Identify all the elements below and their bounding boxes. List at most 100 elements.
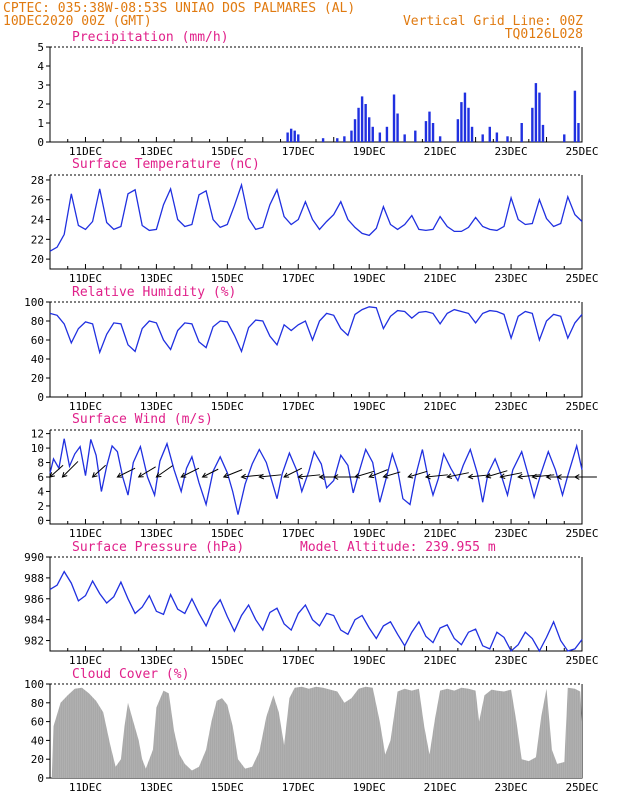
precip-bar xyxy=(392,94,396,142)
rh-ytick-label: 60 xyxy=(31,334,44,347)
precip-bar xyxy=(488,126,491,142)
rh-line xyxy=(49,306,583,355)
precip-bar xyxy=(481,134,484,142)
rh-xtick-label: 19DEC xyxy=(353,400,386,413)
precip-bar xyxy=(403,134,406,142)
temp-xtick-label: 25DEC xyxy=(565,272,598,285)
temp-xtick-label: 15DEC xyxy=(211,272,244,285)
wind-vector xyxy=(354,470,375,478)
wind-vector-head xyxy=(240,473,247,480)
cloud-ytick-label: 60 xyxy=(31,716,44,729)
temp-ytick-label: 22 xyxy=(31,233,44,246)
wind-vector-head xyxy=(368,472,375,479)
rh-xtick-label: 11DEC xyxy=(69,400,102,413)
wind-title: Surface Wind (m/s) xyxy=(72,412,213,427)
wind-vector xyxy=(49,464,64,478)
wind-xtick-label: 17DEC xyxy=(282,527,315,540)
cloud-xtick-label: 21DEC xyxy=(424,781,457,794)
precip-ytick-label: 3 xyxy=(37,79,44,92)
precip-bar xyxy=(428,111,431,142)
precip-bar xyxy=(360,96,364,142)
wind-vector-head xyxy=(573,474,580,480)
wind-vector xyxy=(486,470,508,478)
model-id: TQ0126L028 xyxy=(505,27,583,42)
wind-vector-head xyxy=(318,474,325,480)
vertical-grid-note: Vertical Grid Line: 00Z xyxy=(403,14,583,29)
pressure-xtick-label: 11DEC xyxy=(69,654,102,667)
cloud-ytick-label: 100 xyxy=(24,678,44,691)
model-altitude: Model Altitude: 239.955 m xyxy=(300,540,496,555)
wind-vector xyxy=(447,472,469,478)
wind-vector-head xyxy=(499,473,506,479)
wind-vector-head xyxy=(297,473,304,480)
precip-bar xyxy=(357,107,360,142)
rh-xtick-label: 23DEC xyxy=(495,400,528,413)
wind-vector-head xyxy=(545,474,552,480)
cloud-xtick-label: 13DEC xyxy=(140,781,173,794)
precip-bar xyxy=(541,124,545,142)
wind-vector-head xyxy=(258,473,265,480)
rh-xtick-label: 17DEC xyxy=(282,400,315,413)
wind-vector-head xyxy=(424,473,431,480)
precip-bar xyxy=(506,136,509,142)
temp-title: Surface Temperature (nC) xyxy=(72,157,260,172)
wind-xtick-label: 13DEC xyxy=(140,527,173,540)
rh-frame xyxy=(49,302,583,398)
precip-xtick-label: 23DEC xyxy=(495,145,528,158)
wind-vector-head xyxy=(201,472,208,478)
precip-xtick-label: 19DEC xyxy=(353,145,386,158)
wind-vector-head xyxy=(116,472,123,478)
wind-vector-head xyxy=(137,472,144,478)
precip-bar xyxy=(431,123,435,142)
wind-ytick-label: 8 xyxy=(37,457,44,470)
wind-vector xyxy=(259,474,282,478)
wind-vector xyxy=(181,467,200,478)
precip-bar xyxy=(495,132,499,142)
precip-bar xyxy=(350,130,353,142)
precip-title: Precipitation (mm/h) xyxy=(72,30,229,45)
rh-ytick-label: 0 xyxy=(37,391,44,404)
precip-ytick-label: 0 xyxy=(37,136,44,149)
wind-vector xyxy=(223,469,243,478)
precip-ytick-label: 1 xyxy=(37,117,44,130)
rh-ytick-label: 100 xyxy=(24,296,44,309)
cloud-xtick-label: 17DEC xyxy=(282,781,315,794)
wind-vector-head xyxy=(407,473,414,479)
precip-bar xyxy=(353,119,357,142)
precip-xtick-label: 13DEC xyxy=(140,145,173,158)
precip-bar xyxy=(573,90,577,142)
cloud-ytick-label: 80 xyxy=(31,697,44,710)
station-header: CPTEC: 035:38W-08:53S UNIAO DOS PALMARES… xyxy=(3,1,355,16)
precip-xtick-label: 25DEC xyxy=(565,145,598,158)
precip-bar xyxy=(538,92,541,142)
cloud-area xyxy=(50,686,582,778)
wind-vector xyxy=(202,468,219,478)
precip-bar xyxy=(336,138,339,142)
wind-ytick-label: 0 xyxy=(37,514,44,527)
temp-ytick-label: 20 xyxy=(31,253,44,266)
cloud-ytick-label: 20 xyxy=(31,753,44,766)
pressure-ytick-label: 984 xyxy=(24,614,44,627)
pressure-frame xyxy=(49,557,583,652)
rh-title: Relative Humidity (%) xyxy=(72,285,236,300)
temp-frame xyxy=(49,175,583,270)
temp-ytick-label: 28 xyxy=(31,174,44,187)
precip-bar xyxy=(463,92,467,142)
wind-ytick-label: 2 xyxy=(37,500,44,513)
pressure-ytick-label: 986 xyxy=(24,593,44,606)
pressure-xtick-label: 13DEC xyxy=(140,654,173,667)
precip-bar xyxy=(534,83,538,142)
wind-ytick-label: 10 xyxy=(31,442,44,455)
wind-vector xyxy=(156,465,173,478)
cloud-xtick-label: 15DEC xyxy=(211,781,244,794)
wind-xtick-label: 19DEC xyxy=(353,527,386,540)
precip-bar xyxy=(385,126,389,142)
wind-vector xyxy=(92,464,106,478)
wind-line xyxy=(49,438,583,515)
precip-ytick-label: 5 xyxy=(37,41,44,54)
wind-xtick-label: 25DEC xyxy=(565,527,598,540)
wind-ytick-label: 6 xyxy=(37,471,44,484)
wind-vector xyxy=(383,471,401,478)
wind-vector-head xyxy=(354,473,361,479)
wind-xtick-label: 23DEC xyxy=(495,527,528,540)
